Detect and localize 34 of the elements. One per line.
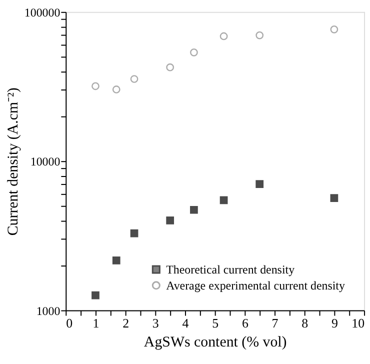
x-tick-label: 7 (272, 316, 279, 331)
point (92, 291, 100, 300)
y-tick-label: 10000 (30, 154, 60, 169)
legend-label: Theoretical current density (166, 262, 295, 276)
x-tick-label: 8 (302, 316, 308, 331)
x-tick-label: 0 (66, 316, 73, 331)
point (190, 206, 198, 214)
point (256, 31, 264, 40)
point (220, 196, 228, 204)
x-tick-label: 3 (152, 316, 159, 331)
y-tick-label: 1000 (36, 304, 60, 318)
point (92, 82, 100, 90)
point (330, 194, 338, 202)
point (220, 32, 228, 40)
x-tick-label: 5 (212, 316, 219, 331)
point (130, 229, 138, 238)
x-tick-label: 9 (331, 316, 338, 331)
point (130, 75, 138, 83)
point (112, 256, 120, 264)
y-tick-label: 100000 (24, 5, 60, 20)
point (166, 216, 174, 224)
x-tick-label: 4 (182, 316, 190, 331)
x-tick-label: 10 (352, 316, 365, 331)
legend-label: Average experimental current density (166, 278, 345, 292)
y-axis-title: Current density (A.cm⁻²) (5, 87, 22, 236)
x-tick-label: 6 (242, 316, 249, 331)
point (330, 25, 338, 34)
point (112, 86, 120, 94)
x-tick-label: 2 (122, 316, 130, 331)
x-tick-label: 1 (92, 316, 100, 331)
point (190, 48, 198, 56)
x-axis-title: AgSWs content (% vol) (144, 334, 287, 351)
point (166, 63, 174, 72)
point (256, 180, 264, 188)
